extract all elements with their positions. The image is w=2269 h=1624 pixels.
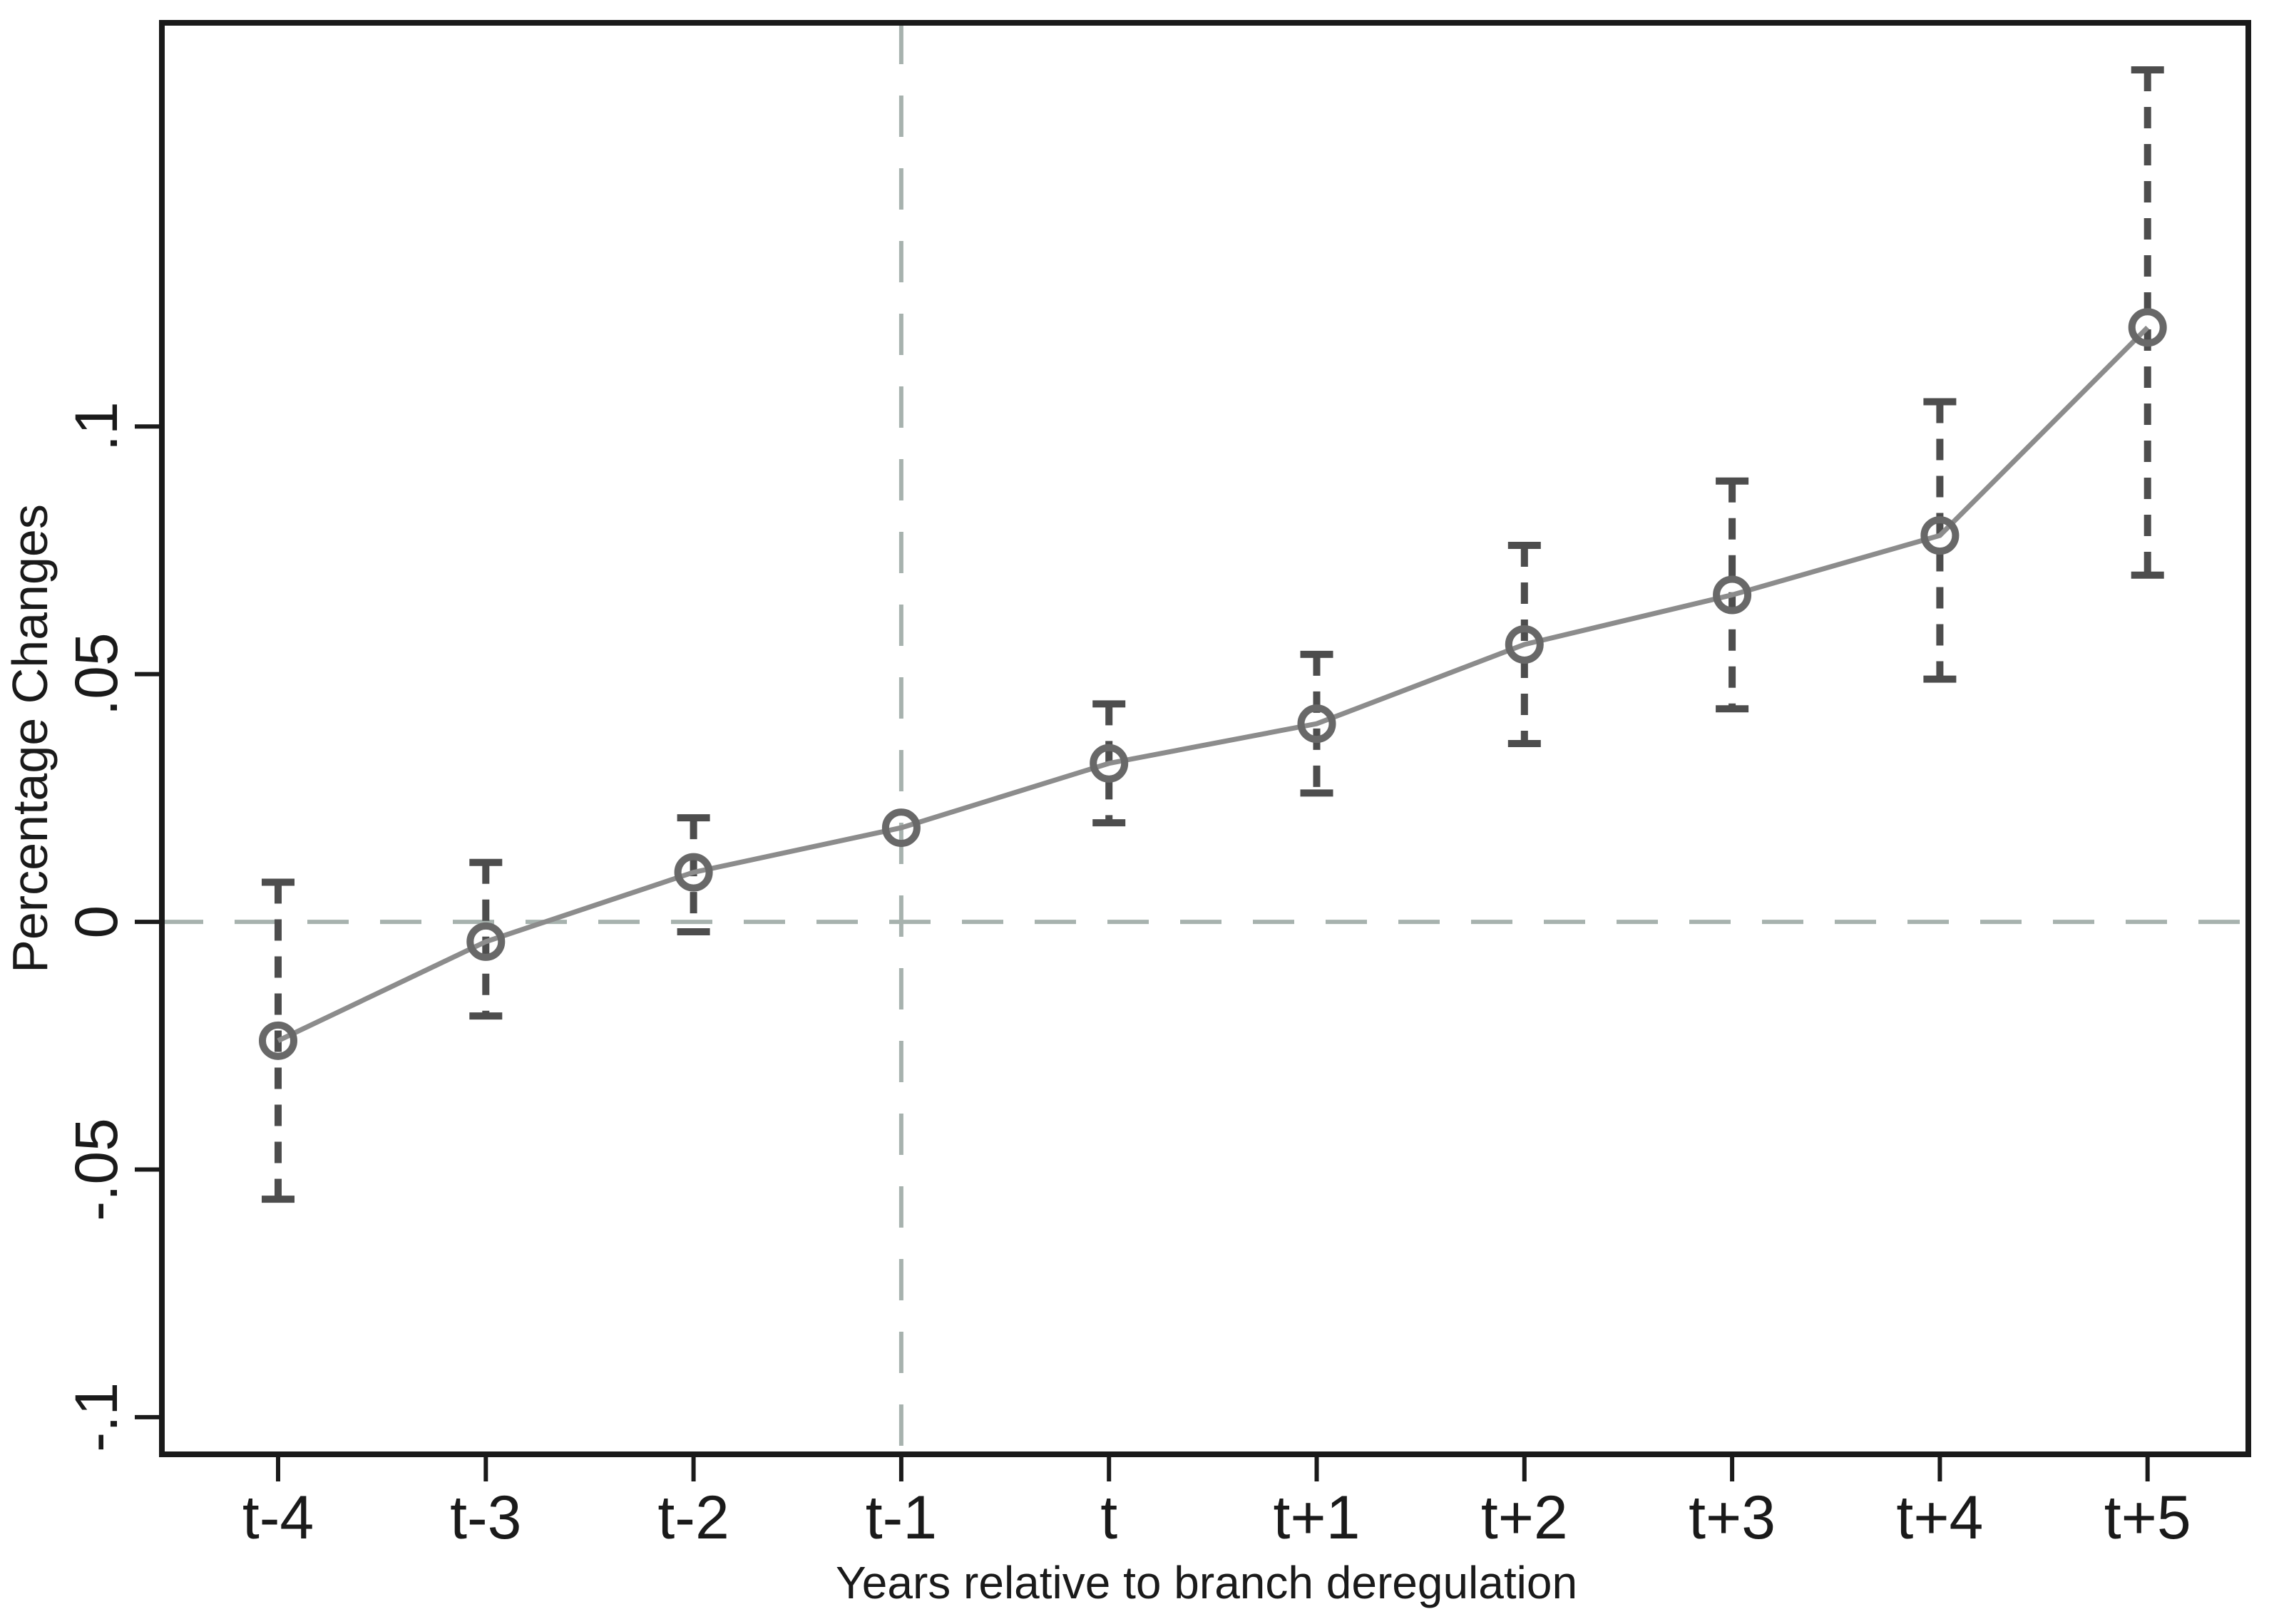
- data-point-marker: [2128, 308, 2167, 347]
- data-point-marker: [1090, 744, 1129, 783]
- x-axis-tick-label: t-4: [242, 1484, 314, 1552]
- reference-lines-layer: [162, 23, 2248, 1454]
- plot-frame-layer: [159, 20, 2251, 1457]
- data-point-marker: [674, 853, 713, 892]
- y-axis-tick-label: 0: [63, 905, 130, 939]
- data-markers-layer: [259, 308, 2167, 1060]
- x-axis-tick-label: t+5: [2104, 1484, 2191, 1552]
- y-axis-tick-label: .1: [63, 401, 130, 451]
- y-axis-tick-label: .05: [63, 632, 130, 716]
- axes-layer: .1 .05 0 -.05 -.1 t-4 t-3 t-2 t-1 t t+1 t+2 t+3 t+4 t+…: [2, 401, 2191, 1608]
- x-axis-tick-label: t+4: [1896, 1484, 1983, 1552]
- data-point-marker: [259, 1021, 297, 1060]
- x-axis-title: Years relative to branch deregulation: [836, 1557, 1577, 1608]
- x-axis-tick-label: t-2: [657, 1484, 729, 1552]
- y-axis-title: Percentage Changes: [2, 504, 58, 973]
- data-point-marker: [1297, 704, 1336, 744]
- y-axis-tick-label: -.05: [63, 1118, 130, 1221]
- error-bars-layer: [262, 66, 2164, 1203]
- x-axis-tick-label: t+1: [1274, 1484, 1361, 1552]
- y-axis-tick-label: -.1: [63, 1382, 130, 1452]
- data-point-marker: [466, 922, 506, 961]
- x-axis-tick-label: t: [1100, 1484, 1117, 1552]
- x-axis-tick-label: t-3: [450, 1484, 521, 1552]
- x-axis-tick-label: t+2: [1481, 1484, 1568, 1552]
- data-point-marker: [881, 808, 921, 848]
- data-point-marker: [1920, 516, 1960, 555]
- data-line-layer: [277, 325, 2150, 1043]
- x-axis-tick-label: t-1: [866, 1484, 937, 1552]
- x-axis-tick-label: t+3: [1689, 1484, 1776, 1552]
- data-point-marker: [1713, 575, 1752, 615]
- data-line: [277, 325, 2150, 1043]
- data-point-marker: [1505, 625, 1544, 664]
- plot-border: [159, 20, 2251, 1457]
